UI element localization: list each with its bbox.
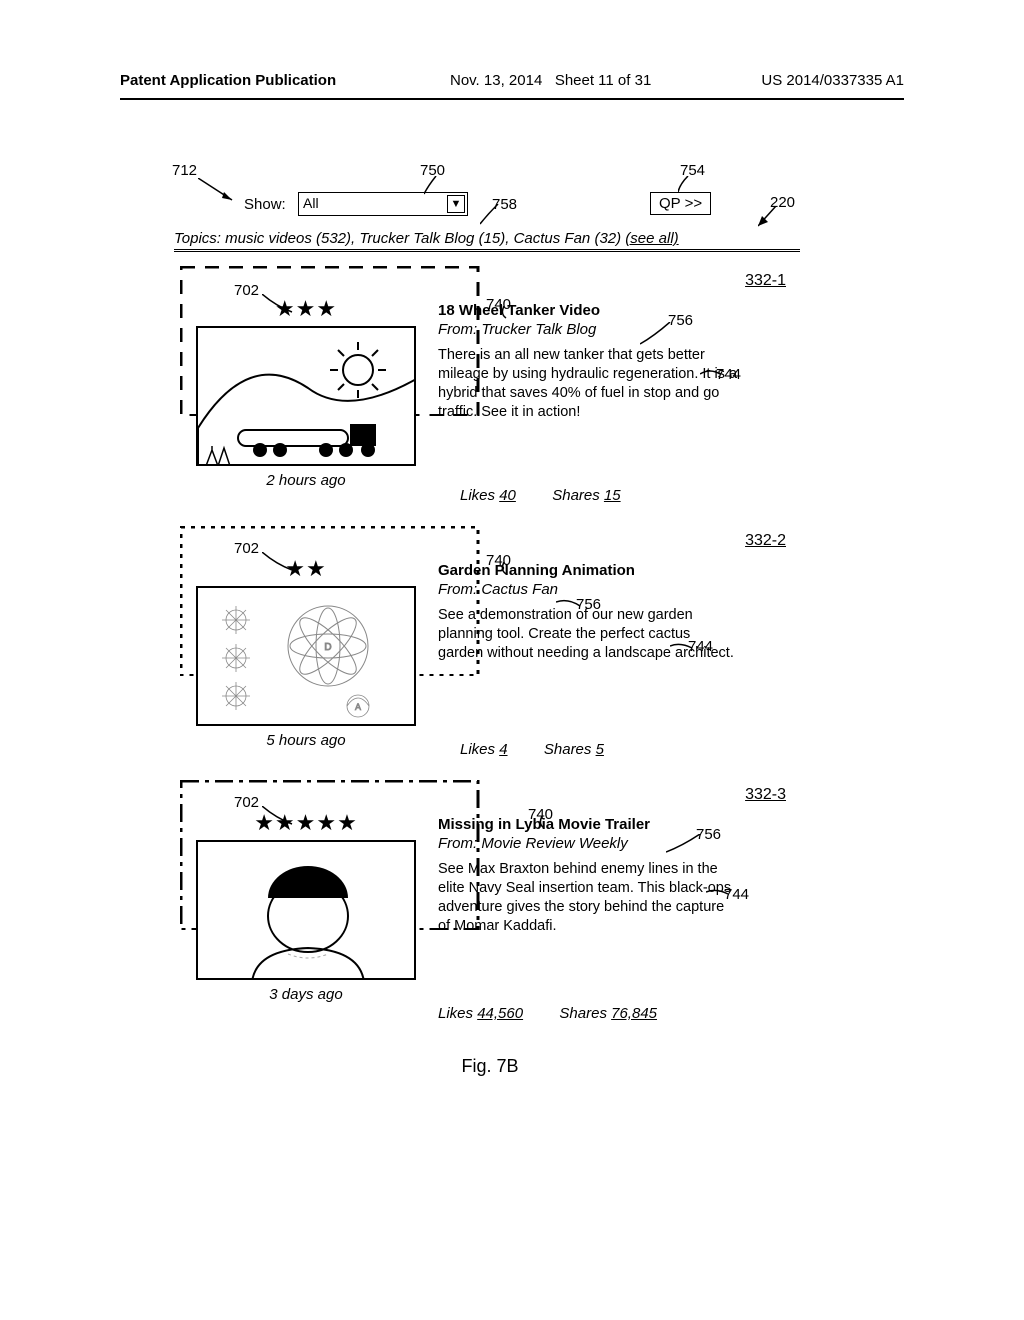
likes-1[interactable]: 40 (499, 487, 516, 504)
likes-3[interactable]: 44,560 (477, 1005, 523, 1022)
svg-text:D: D (324, 642, 331, 653)
card-ref-2: 332-2 (745, 532, 786, 550)
title-3[interactable]: Missing in Lybia Movie Trailer (438, 816, 738, 833)
stats-2: Likes 4 Shares 5 (460, 741, 604, 758)
result-card-1: 332-1 702 ★★★ 2 hours ago (180, 266, 800, 512)
desc-3: See Max Braxton behind enemy lines in th… (438, 860, 738, 935)
show-value: All (303, 195, 319, 211)
result-card-2: 332-2 702 ★★ D (180, 526, 800, 766)
card-ref-3: 332-3 (745, 786, 786, 804)
rating-stars-3: ★★★★★ (196, 810, 416, 836)
show-label: Show: (244, 196, 286, 213)
age-2: 5 hours ago (196, 732, 416, 749)
lead-744-1 (700, 368, 724, 382)
desc-1: There is an all new tanker that gets bet… (438, 346, 738, 421)
thumb-col-3: ★★★★★ 3 days ago (196, 810, 416, 1003)
person-silhouette-icon (198, 842, 416, 980)
see-all-link[interactable]: (see all) (625, 230, 678, 247)
lead-744-2 (670, 642, 696, 654)
ref-702-2: 702 (234, 540, 259, 557)
header-rule (120, 98, 904, 100)
tanker-scene-icon (198, 328, 416, 466)
show-dropdown[interactable]: All ▼ (298, 192, 468, 216)
likes-2[interactable]: 4 (499, 741, 507, 758)
pub-type: Patent Application Publication (120, 72, 336, 89)
stats-3: Likes 44,560 Shares 76,845 (438, 1005, 657, 1022)
lead-756-2 (556, 598, 584, 612)
figure-7b: 712 750 754 758 220 Show: All ▼ QP >> To… (180, 190, 800, 1030)
result-card-3: 332-3 702 ★★★★★ 3 days ago 740 Missing i… (180, 780, 800, 1030)
thumbnail-2[interactable]: D A (196, 586, 416, 726)
pub-number: US 2014/0337335 A1 (761, 72, 904, 89)
age-1: 2 hours ago (196, 472, 416, 489)
svg-text:A: A (355, 702, 361, 712)
page-header: Patent Application Publication Nov. 13, … (120, 72, 904, 89)
topics-row: Topics: music videos (532), Trucker Talk… (174, 230, 800, 252)
lead-744-3 (706, 888, 732, 900)
lead-756-3 (666, 834, 704, 854)
lead-756-1 (640, 322, 676, 346)
card-ref-1: 332-1 (745, 272, 786, 290)
shares-1[interactable]: 15 (604, 487, 621, 504)
shares-3[interactable]: 76,845 (611, 1005, 657, 1022)
filter-row: Show: All ▼ QP >> (220, 190, 800, 226)
chevron-down-icon[interactable]: ▼ (447, 195, 465, 213)
ref-712: 712 (172, 162, 197, 179)
figure-label: Fig. 7B (180, 1056, 800, 1077)
thumb-col-1: ★★★ 2 hours ago (196, 296, 416, 489)
topic-1[interactable]: music videos (532), (225, 230, 359, 247)
rating-stars-1: ★★★ (196, 296, 416, 322)
stats-1: Likes 40 Shares 15 (460, 487, 621, 504)
rating-stars-2: ★★ (196, 556, 416, 582)
age-3: 3 days ago (196, 986, 416, 1003)
thumbnail-3[interactable] (196, 840, 416, 980)
topic-2[interactable]: Trucker Talk Blog (15), (359, 230, 513, 247)
garden-scene-icon: D A (198, 588, 416, 726)
thumb-col-2: ★★ D A (196, 556, 416, 749)
title-2[interactable]: Garden Planning Animation (438, 562, 738, 579)
qp-button[interactable]: QP >> (650, 192, 711, 215)
shares-2[interactable]: 5 (596, 741, 604, 758)
pub-date-sheet: Nov. 13, 2014 Sheet 11 of 31 (450, 72, 651, 89)
topic-3[interactable]: Cactus Fan (32) (514, 230, 626, 247)
ref-702-3: 702 (234, 794, 259, 811)
thumbnail-1[interactable] (196, 326, 416, 466)
